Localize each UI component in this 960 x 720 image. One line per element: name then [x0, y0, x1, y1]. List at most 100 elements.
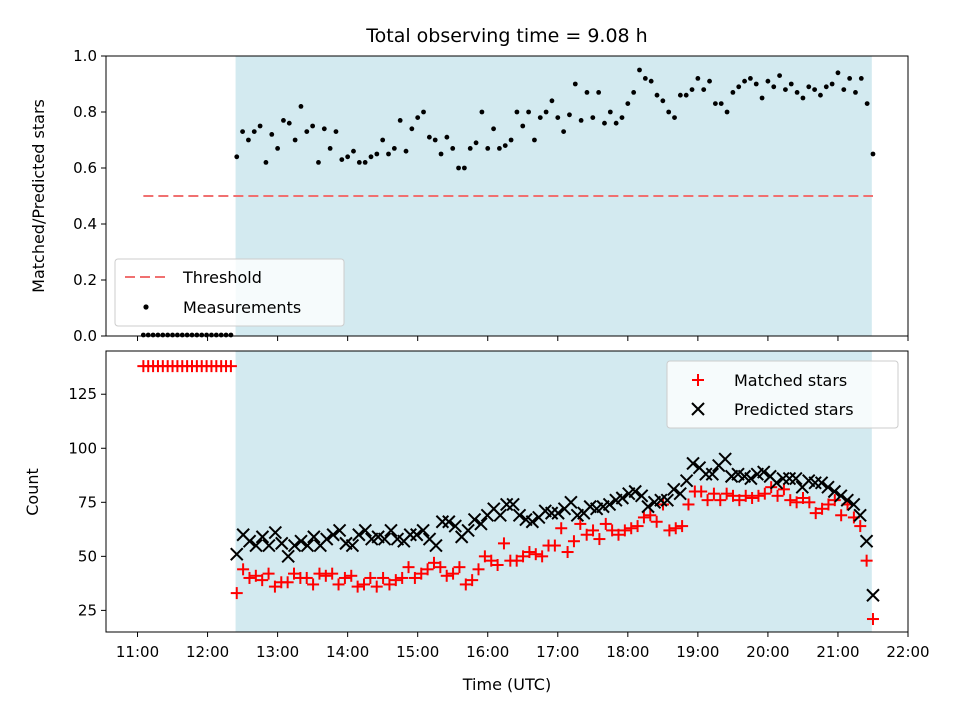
measurement-point [806, 84, 812, 90]
matched-star-point [447, 567, 460, 580]
x-tick-label: 20:00 [746, 643, 789, 661]
matched-star-point [561, 546, 574, 559]
matched-star-point [580, 528, 593, 541]
measurement-point [549, 98, 555, 104]
predicted-star-point [249, 538, 263, 553]
matched-star-point [249, 569, 262, 582]
measurement-point [567, 112, 572, 118]
predicted-star-point [448, 519, 462, 533]
measurement-point [479, 109, 485, 115]
measurement-point [508, 137, 514, 143]
measurement-point [712, 101, 718, 106]
predicted-star-point [442, 515, 456, 529]
matched-star-point [676, 520, 689, 533]
y-tick-label: 125 [68, 385, 97, 403]
measurement-point [613, 120, 619, 126]
measurement-point [532, 137, 537, 143]
predicted-star-point [512, 508, 527, 522]
matched-star-point [466, 574, 479, 587]
measurement-point [864, 101, 870, 106]
y-tick-label: 100 [68, 439, 97, 457]
measurement-point [415, 115, 421, 120]
matched-star-point [364, 571, 377, 584]
matched-star-point [243, 571, 256, 584]
predicted-star-point [345, 538, 360, 553]
measurement-point [561, 129, 567, 135]
predicted-star-point [840, 493, 854, 507]
measurement-point [165, 332, 171, 338]
predicted-star-point [506, 497, 520, 512]
measurement-point [170, 332, 175, 338]
measurement-point [421, 109, 426, 115]
predicted-star-point [564, 495, 578, 510]
measurement-point [281, 118, 286, 123]
predicted-star-point [275, 536, 289, 551]
matched-star-point [434, 561, 447, 574]
legend-measurements-swatch [143, 304, 149, 310]
measurement-point [502, 143, 508, 149]
predicted-star-point [525, 515, 540, 529]
predicted-star-point [628, 484, 642, 499]
measurement-point [204, 332, 209, 338]
measurement-point [327, 146, 333, 151]
measurement-point [748, 76, 753, 81]
legend-predicted-label: Predicted stars [734, 400, 854, 419]
measurement-point [497, 146, 502, 151]
top-y-tick-label: 0.4 [73, 215, 97, 233]
top-y-axis-label: Matched/Predicted stars [29, 99, 48, 293]
measurement-point [351, 148, 356, 154]
predicted-star-point [660, 493, 675, 507]
matched-star-point [459, 578, 472, 591]
matched-star-point [281, 576, 294, 589]
measurement-point [818, 92, 823, 98]
matched-star-point [351, 580, 364, 593]
predicted-star-point [499, 497, 514, 512]
measurement-point [386, 151, 391, 157]
matched-star-point [835, 509, 848, 522]
measurement-point [689, 87, 695, 92]
measurement-point [234, 154, 240, 160]
measurement-point [870, 151, 876, 157]
predicted-star-point [718, 452, 732, 466]
predicted-star-point [262, 538, 276, 553]
measurement-point [596, 90, 602, 95]
measurement-point [707, 78, 712, 84]
measurement-point [391, 146, 397, 151]
measurement-point [788, 81, 794, 87]
predicted-star-point [757, 465, 771, 479]
matched-star-point [796, 491, 809, 504]
predicted-star-point [821, 480, 835, 494]
measurement-point [683, 92, 689, 98]
measurement-point [619, 115, 625, 120]
predicted-star-point [808, 476, 822, 490]
bottom-axes-frame [105, 350, 909, 633]
y-tick-label: 25 [78, 601, 97, 619]
measurement-point [677, 92, 683, 98]
predicted-star-point [268, 525, 283, 540]
predicted-star-point [744, 471, 758, 486]
measurement-point [631, 90, 637, 95]
matched-star-point [587, 524, 600, 537]
matched-star-point [758, 487, 771, 500]
predicted-star-point [358, 523, 372, 538]
matched-star-point [408, 571, 421, 584]
measurement-point [160, 332, 166, 338]
predicted-star-point [782, 471, 797, 486]
matched-star-point [497, 537, 510, 550]
measurement-point [800, 95, 806, 101]
top-y-tick-label: 1.0 [73, 47, 97, 65]
matched-star-point [784, 494, 797, 507]
matched-star-point [338, 571, 351, 584]
measurement-point [742, 78, 747, 84]
x-tick-label: 17:00 [536, 643, 579, 661]
measurement-point [695, 76, 701, 81]
measurement-point [724, 109, 730, 115]
measurement-point [275, 146, 281, 151]
predicted-star-point [686, 456, 700, 471]
matched-star-point [574, 517, 587, 530]
x-tick-label: 12:00 [186, 643, 229, 661]
measurement-point [286, 120, 292, 126]
measurement-point [199, 332, 205, 338]
matched-star-point [695, 485, 708, 498]
